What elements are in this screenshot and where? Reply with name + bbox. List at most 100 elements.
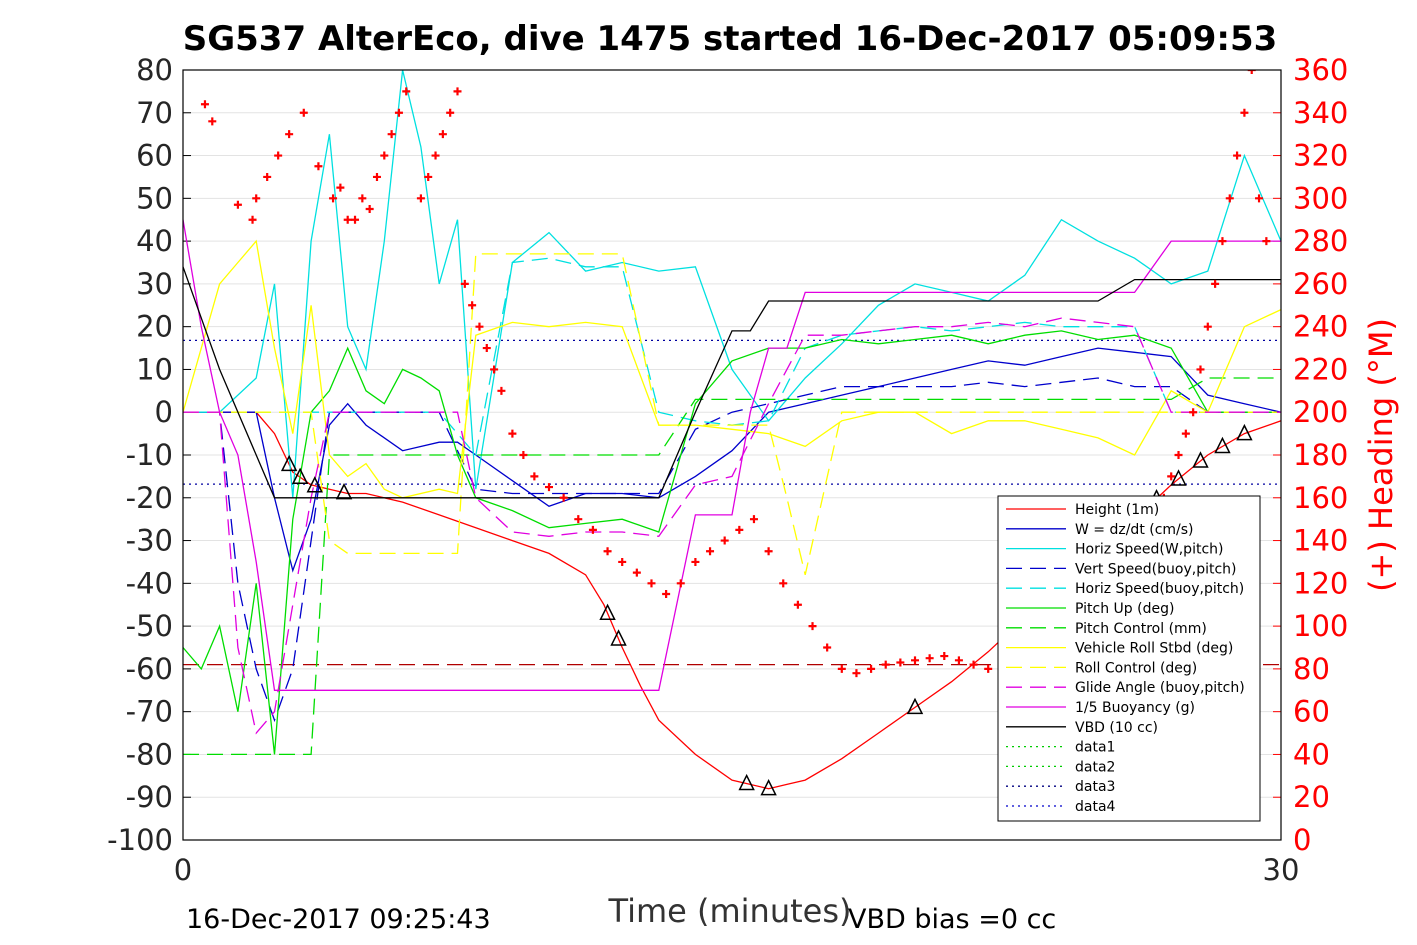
heading-point xyxy=(1189,408,1198,417)
x-tick-labels: 0 30 xyxy=(174,853,1300,887)
triangle-marker xyxy=(280,454,298,472)
heading-point xyxy=(1247,70,1256,74)
y-tick-label: 10 xyxy=(136,352,173,386)
heading-point xyxy=(468,301,477,310)
heading-point xyxy=(519,451,528,459)
y-right-tick-label: 120 xyxy=(1293,566,1348,600)
legend-label: Pitch Up (deg) xyxy=(1075,601,1174,617)
heading-point xyxy=(706,547,715,556)
legend-label: Roll Control (deg) xyxy=(1075,660,1197,676)
heading-point xyxy=(954,656,963,665)
heading-point xyxy=(764,547,773,556)
heading-point xyxy=(1167,472,1176,481)
series-line-9 xyxy=(183,317,1281,735)
y-tick-label: -50 xyxy=(126,609,173,643)
heading-point xyxy=(1225,194,1234,203)
y-tick-label: 60 xyxy=(136,139,173,173)
heading-point xyxy=(647,579,656,588)
heading-point xyxy=(823,643,832,652)
y-right-tick-label: 40 xyxy=(1293,737,1330,771)
heading-point xyxy=(632,568,641,577)
heading-point xyxy=(837,664,846,673)
footer-timestamp: 16-Dec-2017 09:25:43 xyxy=(186,904,491,935)
triangle-marker xyxy=(1170,469,1187,486)
heading-point xyxy=(618,557,627,566)
heading-point xyxy=(299,108,308,117)
heading-point xyxy=(336,183,345,192)
triangle-marker xyxy=(610,629,627,646)
heading-point xyxy=(691,557,700,566)
heading-point xyxy=(559,493,568,502)
heading-point xyxy=(387,130,396,139)
y-tick-label: -10 xyxy=(126,438,173,472)
heading-point xyxy=(252,194,261,203)
y-right-tick-label: 360 xyxy=(1293,53,1348,87)
y-right-tick-label: 320 xyxy=(1293,139,1348,173)
triangle-marker xyxy=(335,482,353,500)
y-right-tick-label: 60 xyxy=(1293,695,1330,729)
legend-label: Height (1m) xyxy=(1075,502,1159,518)
heading-point xyxy=(676,579,685,588)
series-line-6 xyxy=(183,377,1281,756)
heading-point xyxy=(749,515,758,524)
heading-point xyxy=(285,130,294,139)
heading-point xyxy=(808,622,817,631)
heading-point xyxy=(1211,279,1220,288)
series-line-2 xyxy=(183,70,1281,498)
heading-point xyxy=(881,660,890,669)
heading-point xyxy=(1196,365,1205,374)
heading-point xyxy=(1203,322,1212,331)
y-right-tick-label: 80 xyxy=(1293,652,1330,686)
heading-point xyxy=(482,344,491,353)
series-line-3 xyxy=(183,377,1281,723)
legend-label: data3 xyxy=(1075,779,1115,795)
heading-point xyxy=(372,172,381,181)
heading-point xyxy=(263,172,272,181)
legend-label: Horiz Speed(W,pitch) xyxy=(1075,542,1223,558)
heading-point xyxy=(940,652,949,661)
heading-point xyxy=(380,151,389,160)
legend-label: Vehicle Roll Stbd (deg) xyxy=(1075,641,1233,657)
heading-point xyxy=(475,322,484,331)
heading-point xyxy=(351,215,360,224)
y-right-tick-label: 300 xyxy=(1293,181,1348,215)
heading-point xyxy=(314,162,323,171)
heading-point xyxy=(1262,237,1271,246)
y-right-tick-label: 220 xyxy=(1293,352,1348,386)
x-axis-label: Time (minutes) xyxy=(608,892,852,930)
heading-point xyxy=(343,215,352,224)
y-tick-label: -60 xyxy=(126,652,173,686)
y-right-tick-labels: 3603403203002802602402202001801601401201… xyxy=(1293,53,1348,857)
heading-point xyxy=(530,472,539,481)
heading-point xyxy=(365,205,374,214)
heading-point xyxy=(358,194,367,203)
heading-point xyxy=(852,669,861,678)
heading-point xyxy=(394,108,403,117)
y-tick-label: -40 xyxy=(126,566,173,600)
heading-point xyxy=(453,87,462,96)
heading-point xyxy=(545,483,553,492)
legend-label: Vert Speed(buoy,pitch) xyxy=(1075,561,1237,577)
plot-frame xyxy=(182,69,1282,841)
legend: Height (1m) W = dz/dt (cm/s) Horiz Speed(W… xyxy=(997,495,1261,822)
heading-point xyxy=(1218,237,1227,246)
heading-point xyxy=(1240,108,1249,117)
y-tick-label: 30 xyxy=(136,267,173,301)
heading-point xyxy=(508,429,517,438)
heading-point xyxy=(438,130,447,139)
series-line-7 xyxy=(183,239,1281,499)
y-tick-label: 80 xyxy=(136,53,173,87)
y-right-tick-label: 20 xyxy=(1293,780,1330,814)
y-right-tick-label: 260 xyxy=(1293,267,1348,301)
footer-vbd-bias: VBD bias =0 cc xyxy=(848,904,1056,935)
heading-point xyxy=(424,172,433,181)
triangle-marker xyxy=(1192,451,1209,468)
heading-point xyxy=(574,515,583,524)
y-tick-label: 70 xyxy=(136,96,173,130)
y-right-tick-label: 180 xyxy=(1293,438,1348,472)
y-tick-label: -90 xyxy=(126,780,173,814)
heading-point xyxy=(490,365,499,374)
triangle-marker xyxy=(1236,423,1253,441)
series-line-10 xyxy=(183,219,1281,691)
legend-label: data2 xyxy=(1075,759,1115,775)
